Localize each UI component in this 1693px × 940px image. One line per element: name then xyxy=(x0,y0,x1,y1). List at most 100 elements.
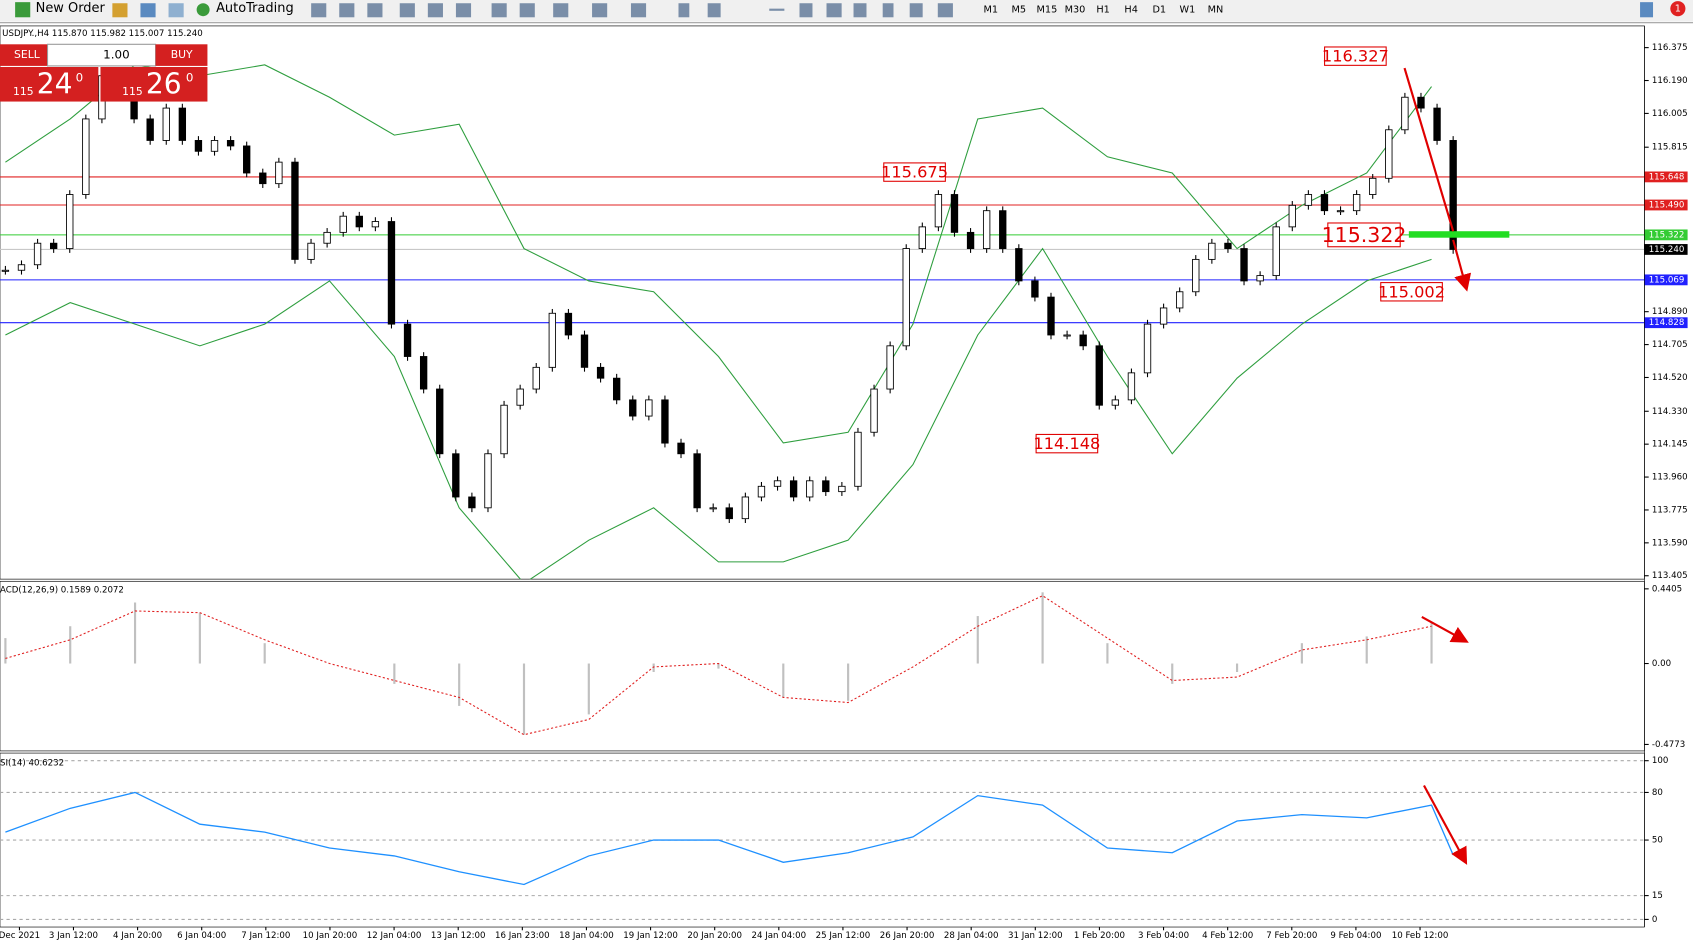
timeframe-button[interactable]: M5 xyxy=(1012,5,1027,16)
candle xyxy=(693,453,701,509)
x-tick-label: 6 Jan 04:00 xyxy=(177,931,226,940)
timeframe-button[interactable]: M15 xyxy=(1037,5,1058,16)
candle xyxy=(226,140,235,147)
autotrading-icon[interactable] xyxy=(196,3,210,17)
candle xyxy=(1047,296,1055,336)
buy-price-button[interactable] xyxy=(100,66,208,102)
new-order-icon[interactable] xyxy=(15,2,31,18)
tool-icon[interactable] xyxy=(112,3,128,18)
sell-price-big: 115 xyxy=(13,85,34,98)
price-level-tag xyxy=(1644,274,1688,286)
sell-price-button[interactable] xyxy=(0,66,99,102)
sell-button[interactable] xyxy=(0,44,48,66)
price-level-tag xyxy=(1644,229,1688,241)
macd-bar xyxy=(393,663,396,684)
x-tick-label: 4 Jan 20:00 xyxy=(113,931,162,940)
macd-bar xyxy=(976,616,979,664)
trend-arrows xyxy=(1403,67,1472,865)
new-order-button[interactable]: New Order xyxy=(36,1,106,16)
y-tick-label: 50 xyxy=(1652,836,1663,846)
candle xyxy=(1192,258,1200,293)
y-tick-label: 115.815 xyxy=(1652,143,1688,153)
timeframe-button[interactable]: H4 xyxy=(1124,5,1137,16)
candle xyxy=(1095,345,1103,406)
y-tick-label: 114.705 xyxy=(1652,340,1688,350)
chart-header: USDJPY.,H4 115.870 115.982 115.007 115.2… xyxy=(2,29,203,39)
autotrading-button[interactable]: AutoTrading xyxy=(216,1,294,16)
candle xyxy=(1111,399,1120,406)
buy-price-big: 115 xyxy=(122,85,143,98)
candle xyxy=(532,366,540,390)
tool-icon[interactable] xyxy=(168,3,184,18)
timeframe-button[interactable]: D1 xyxy=(1152,5,1166,16)
candle xyxy=(1159,307,1168,325)
macd-bar xyxy=(458,663,461,706)
candle xyxy=(355,215,363,228)
level-marker xyxy=(1408,231,1510,238)
search-icon[interactable] xyxy=(1640,2,1654,18)
candle xyxy=(1417,96,1425,109)
x-tick-label: 9 Feb 04:00 xyxy=(1330,931,1381,940)
buy-label: BUY xyxy=(171,48,193,61)
y-tick-label: 15 xyxy=(1652,891,1663,901)
x-tick-label: 24 Jan 04:00 xyxy=(752,931,807,940)
y-tick-label: 114.145 xyxy=(1652,440,1688,450)
candle xyxy=(725,507,733,520)
timeframe-button[interactable]: W1 xyxy=(1179,5,1195,16)
macd-bar xyxy=(782,663,785,698)
candle xyxy=(371,221,380,228)
price-level-label: 115.648 xyxy=(1649,172,1685,182)
alert-badge[interactable] xyxy=(1670,1,1686,17)
x-tick-label: 10 Feb 12:00 xyxy=(1392,931,1449,940)
candle xyxy=(982,210,991,249)
y-tick-label: 100 xyxy=(1652,756,1668,766)
candle xyxy=(789,480,798,498)
price-level-tag xyxy=(1644,171,1688,183)
x-tick-label: 28 Jan 04:00 xyxy=(944,931,999,940)
macd-bar xyxy=(69,626,72,664)
price-annotation: 115.002 xyxy=(1378,282,1445,301)
y-tick-label: 0.00 xyxy=(1652,659,1671,669)
x-tick-label: 18 Jan 04:00 xyxy=(559,931,614,940)
macd-bar xyxy=(522,663,526,735)
x-tick-label: 20 Jan 20:00 xyxy=(687,931,742,940)
sell-label: SELL xyxy=(14,48,40,61)
candle xyxy=(1369,177,1377,195)
alert-count: 1 xyxy=(1675,4,1681,15)
candle xyxy=(500,404,508,455)
candle xyxy=(886,345,894,390)
macd-bar xyxy=(1041,592,1044,664)
candle xyxy=(194,140,203,152)
timeframe-button[interactable]: H1 xyxy=(1096,5,1109,16)
macd-bar xyxy=(198,612,201,664)
candle xyxy=(291,161,299,260)
lots-input[interactable] xyxy=(46,43,157,67)
candle xyxy=(1256,275,1264,282)
macd-bar xyxy=(133,602,137,664)
timeframe-button[interactable]: MN xyxy=(1208,5,1224,16)
y-tick-label: 114.520 xyxy=(1652,373,1688,383)
x-tick-label: 3 Jan 12:00 xyxy=(49,931,98,940)
toolbar-icons xyxy=(311,3,953,18)
tool-icon[interactable] xyxy=(140,3,156,18)
lots-value: 1.00 xyxy=(103,48,129,62)
x-tick-label: 19 Jan 12:00 xyxy=(623,931,678,940)
candle xyxy=(1304,194,1313,206)
macd-bar xyxy=(1430,622,1433,664)
candle xyxy=(838,485,846,493)
candle xyxy=(1272,226,1280,277)
candle xyxy=(741,496,750,520)
sell-price-sup: 0 xyxy=(76,70,84,84)
y-tick-label: 113.590 xyxy=(1652,538,1688,548)
timeframe-button[interactable]: M30 xyxy=(1065,5,1086,16)
candle xyxy=(629,399,637,417)
candle xyxy=(870,388,878,433)
candle xyxy=(1336,210,1345,213)
timeframe-button[interactable]: M1 xyxy=(983,5,998,16)
candle xyxy=(452,453,460,498)
candle xyxy=(484,453,492,509)
x-tick-label: 10 Jan 20:00 xyxy=(303,931,358,940)
buy-button[interactable] xyxy=(155,44,208,66)
macd-bar xyxy=(652,663,655,673)
